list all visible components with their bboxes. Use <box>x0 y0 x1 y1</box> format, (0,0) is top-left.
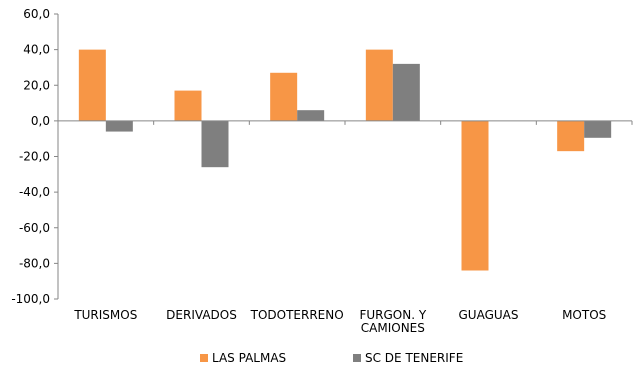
y-tick-label: -20,0 <box>19 150 50 164</box>
legend-swatch <box>353 354 361 362</box>
bar-sc-de-tenerife <box>584 120 612 138</box>
legend-swatch <box>200 354 208 362</box>
bar-sc-de-tenerife <box>297 110 325 121</box>
x-category-label: MOTOS <box>562 308 606 322</box>
y-tick-label: 60,0 <box>23 7 50 21</box>
y-tick-label: -100,0 <box>11 292 50 306</box>
bar-las-palmas <box>365 49 393 121</box>
x-category-label: DERIVADOS <box>166 308 237 322</box>
y-tick-label: -80,0 <box>19 256 50 270</box>
bar-sc-de-tenerife <box>105 120 133 132</box>
y-axis: 60,0 40,0 20,0 0,0 -20,0 -40,0 -60,0 -80,0 -100,… <box>11 7 59 306</box>
y-tick-label: 20,0 <box>23 78 50 92</box>
bar-las-palmas <box>557 120 585 152</box>
bar-las-palmas <box>78 49 106 121</box>
bar-las-palmas <box>461 120 489 271</box>
x-axis: TURISMOS DERIVADOS TODOTERRENO FURGON. YCAM… <box>57 120 633 335</box>
y-tick-label: -40,0 <box>19 185 50 199</box>
legend-label: SC DE TENERIFE <box>365 351 463 365</box>
x-category-label: FURGON. Y <box>359 308 426 322</box>
legend-label: LAS PALMAS <box>212 351 286 365</box>
legend: LAS PALMAS SC DE TENERIFE <box>200 351 463 365</box>
x-category-label: GUAGUAS <box>459 308 519 322</box>
bar-las-palmas <box>270 72 298 121</box>
bar-las-palmas <box>174 90 202 121</box>
bar-sc-de-tenerife <box>392 63 420 121</box>
bars <box>78 49 612 271</box>
y-tick-label: 40,0 <box>23 43 50 57</box>
x-category-label: TURISMOS <box>73 308 137 322</box>
x-category-label: CAMIONES <box>361 321 425 335</box>
y-tick-label: -60,0 <box>19 221 50 235</box>
y-tick-label: 0,0 <box>31 114 50 128</box>
x-category-label: TODOTERRENO <box>250 308 344 322</box>
bar-sc-de-tenerife <box>201 120 229 168</box>
